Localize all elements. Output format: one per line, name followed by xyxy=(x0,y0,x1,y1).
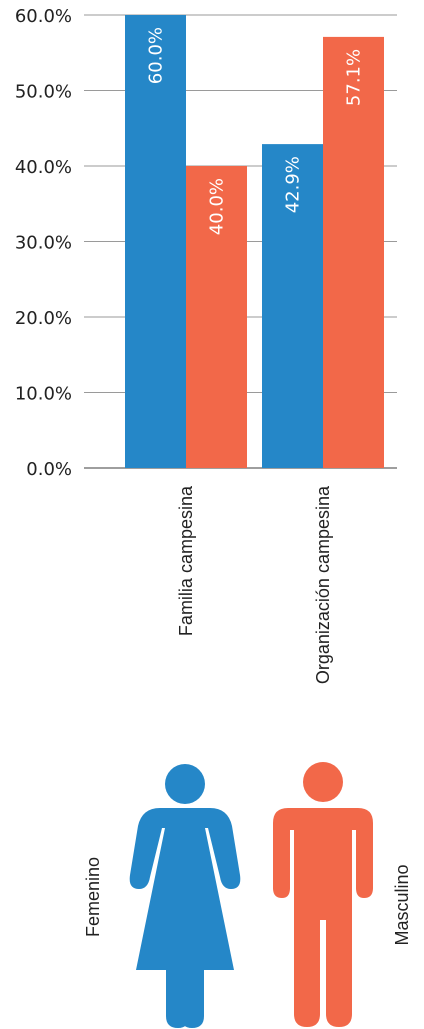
y-tick-label: 10.0% xyxy=(15,384,72,405)
bar-value-label: 60.0% xyxy=(146,27,167,84)
y-tick-label: 40.0% xyxy=(15,157,72,178)
bar xyxy=(262,144,323,469)
man-icon xyxy=(273,762,373,1027)
y-tick-label: 50.0% xyxy=(15,82,72,103)
x-category-label: Familia campesina xyxy=(176,485,196,636)
bar-value-label: 57.1% xyxy=(344,49,365,106)
y-tick-label: 60.0% xyxy=(15,6,72,27)
legend-label-masculino: Masculino xyxy=(392,864,412,945)
bar xyxy=(125,15,186,468)
legend: Femenino Masculino xyxy=(83,762,412,1028)
y-tick-label: 30.0% xyxy=(15,233,72,254)
woman-icon xyxy=(129,764,241,1028)
bar xyxy=(323,36,384,469)
bar-value-label: 42.9% xyxy=(283,156,304,213)
bar-value-label: 40.0% xyxy=(207,178,228,235)
bar xyxy=(186,166,247,468)
legend-label-femenino: Femenino xyxy=(83,857,103,937)
bars: 60.0% 40.0% 42.9% 57.1% xyxy=(125,15,384,469)
y-axis-ticks: 0.0% 10.0% 20.0% 30.0% 40.0% 50.0% 60.0% xyxy=(15,6,72,480)
y-tick-label: 20.0% xyxy=(15,308,72,329)
x-category-label: Organización campesina xyxy=(313,485,333,684)
y-tick-label: 0.0% xyxy=(26,459,72,480)
x-axis-categories: Familia campesina Organización campesina xyxy=(176,485,333,684)
